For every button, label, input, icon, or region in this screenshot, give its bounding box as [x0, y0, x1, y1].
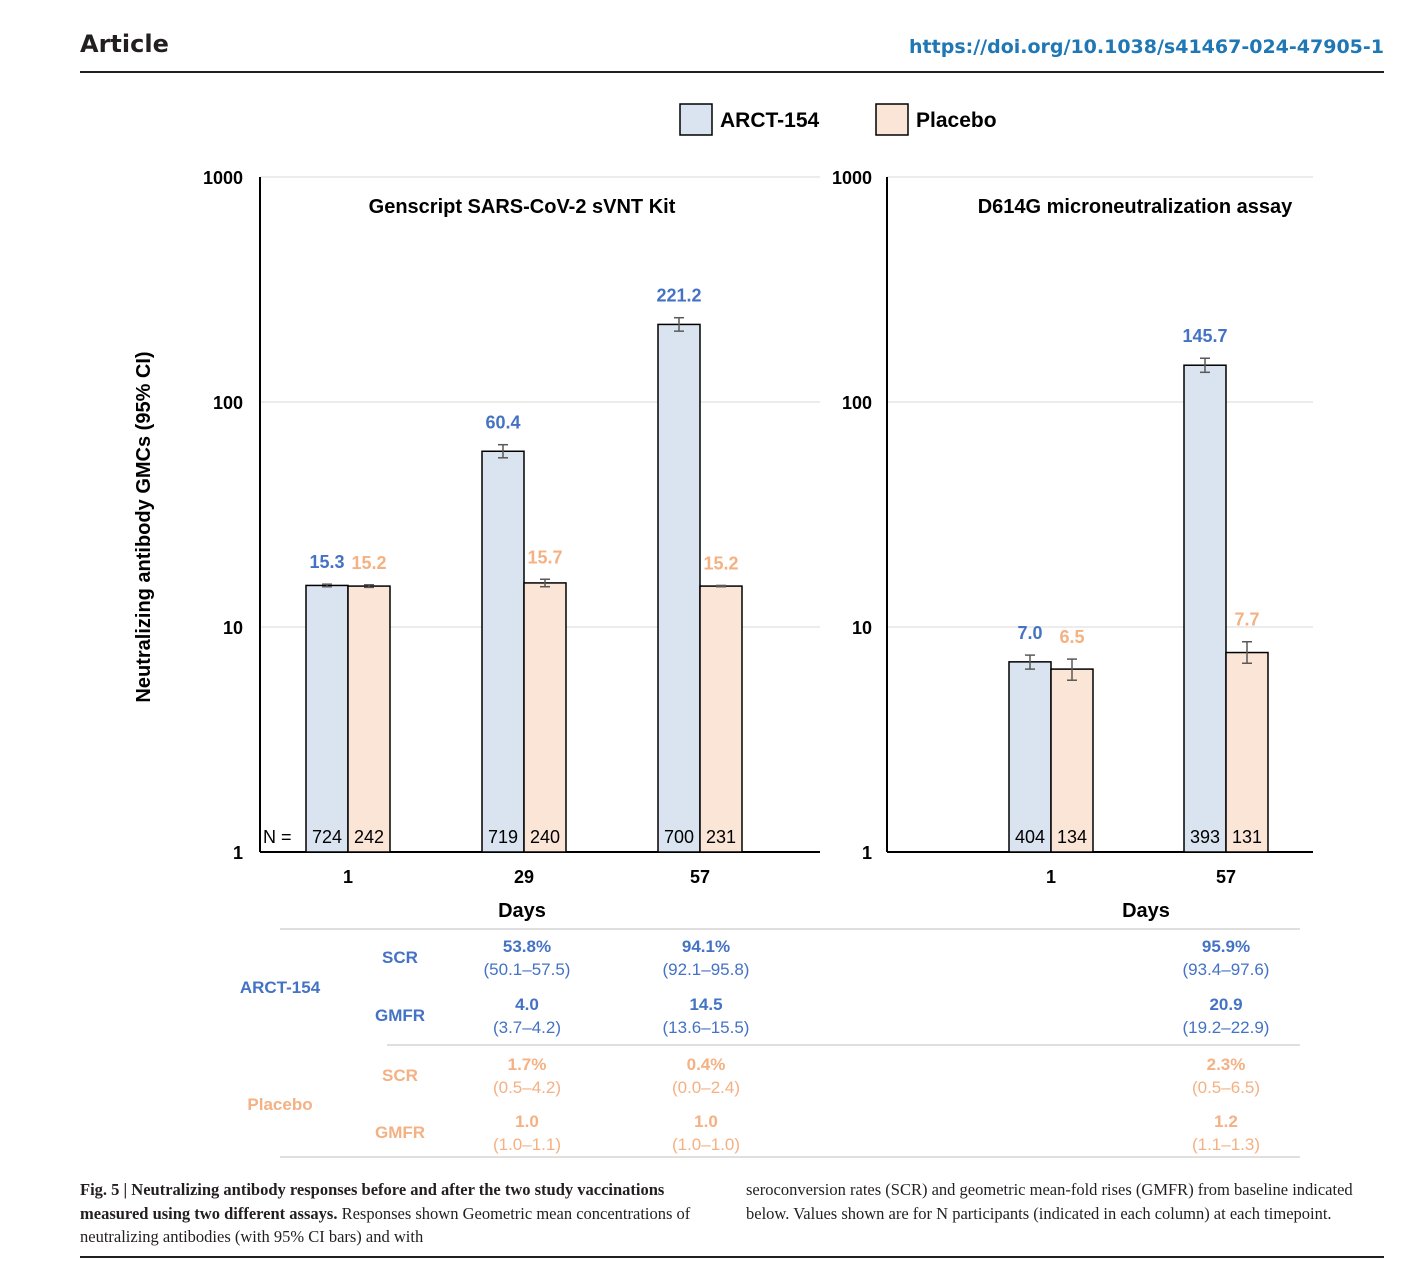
data-label-arct: 60.4 [485, 413, 520, 433]
bar-arct [305, 584, 349, 853]
table-value: 95.9% [1202, 937, 1250, 956]
n-label-arct: 724 [312, 827, 342, 847]
table-ci: (13.6–15.5) [663, 1018, 750, 1037]
n-label-arct: 393 [1190, 827, 1220, 847]
y-tick-label: 1 [233, 843, 243, 863]
table-value: 53.8% [503, 937, 551, 956]
n-label-placebo: 134 [1057, 827, 1087, 847]
table-value: 1.0 [515, 1112, 539, 1131]
x-tick-label: 1 [1046, 867, 1056, 887]
x-tick-label: 1 [343, 867, 353, 887]
bar-arct [657, 323, 701, 853]
legend-label-arct: ARCT-154 [720, 109, 820, 132]
table-value: 1.2 [1214, 1112, 1238, 1131]
y-axis-title: Neutralizing antibody GMCs (95% CI) [133, 351, 155, 702]
table-value: 14.5 [689, 995, 722, 1014]
x-tick-label: 57 [690, 867, 710, 887]
bar-placebo [347, 585, 391, 853]
table-value: 0.4% [687, 1055, 726, 1074]
data-label-arct: 145.7 [1182, 326, 1227, 346]
footer-rule [80, 1256, 1384, 1258]
table-group-placebo: Placebo [247, 1095, 312, 1114]
legend-swatch-arct [679, 103, 713, 136]
table-metric-scr: SCR [382, 1066, 418, 1085]
data-label-placebo: 7.7 [1234, 610, 1259, 630]
n-label-placebo: 131 [1232, 827, 1262, 847]
table-ci: (92.1–95.8) [663, 960, 750, 979]
x-tick-label: 29 [514, 867, 534, 887]
table-ci: (0.5–4.2) [493, 1078, 561, 1097]
y-tick-label: 1000 [832, 168, 872, 188]
n-prefix: N = [263, 827, 292, 847]
bar-placebo [1050, 668, 1094, 853]
table-ci: (3.7–4.2) [493, 1018, 561, 1037]
y-tick-label: 1 [862, 843, 872, 863]
table-ci: (93.4–97.6) [1183, 960, 1270, 979]
table-metric-gmfr: GMFR [375, 1006, 425, 1025]
table-ci: (0.0–2.4) [672, 1078, 740, 1097]
data-label-placebo: 15.2 [351, 553, 386, 573]
data-label-arct: 7.0 [1017, 623, 1042, 643]
table-value: 1.7% [508, 1055, 547, 1074]
caption-text-left: Responses shown Geometric mean concentra… [80, 1203, 691, 1247]
table-value: 4.0 [515, 995, 539, 1014]
data-label-arct: 221.2 [656, 286, 701, 306]
bar-placebo [523, 582, 567, 853]
n-label-placebo: 240 [530, 827, 560, 847]
n-label-placebo: 231 [706, 827, 736, 847]
table-ci: (1.1–1.3) [1192, 1135, 1260, 1154]
n-label-arct: 719 [488, 827, 518, 847]
y-tick-label: 10 [223, 618, 243, 638]
table-value: 2.3% [1207, 1055, 1246, 1074]
x-tick-label: 57 [1216, 867, 1236, 887]
caption-left: Fig. 5 | Neutralizing antibody responses… [80, 1178, 720, 1249]
table-ci: (50.1–57.5) [484, 960, 571, 979]
table-ci: (19.2–22.9) [1183, 1018, 1270, 1037]
bar-placebo [1225, 651, 1269, 853]
y-tick-label: 100 [842, 393, 872, 413]
table-ci: (1.0–1.0) [672, 1135, 740, 1154]
table-metric-scr: SCR [382, 948, 418, 967]
chart-title: Genscript SARS-CoV-2 sVNT Kit [369, 196, 676, 218]
caption-right: seroconversion rates (SCR) and geometric… [746, 1180, 1353, 1223]
data-label-placebo: 6.5 [1059, 627, 1084, 647]
table-metric-gmfr: GMFR [375, 1123, 425, 1142]
bar-placebo [699, 585, 743, 853]
x-axis-title: Days [498, 900, 546, 922]
bar-arct [481, 450, 525, 853]
data-label-placebo: 15.2 [703, 553, 738, 573]
caption-label: Fig. 5 | Neutralizing antibody responses… [80, 1180, 665, 1223]
data-label-placebo: 15.7 [527, 547, 562, 567]
chart-title: D614G microneutralization assay [978, 196, 1293, 218]
x-axis-title: Days [1122, 900, 1170, 922]
table-value: 1.0 [694, 1112, 718, 1131]
table-value: 94.1% [682, 937, 730, 956]
n-label-placebo: 242 [354, 827, 384, 847]
table-group-arct: ARCT-154 [240, 978, 321, 997]
doi-link[interactable]: https://doi.org/10.1038/s41467-024-47905… [909, 36, 1384, 58]
bar-arct [1183, 364, 1227, 853]
table-value: 20.9 [1209, 995, 1242, 1014]
table-ci: (1.0–1.1) [493, 1135, 561, 1154]
legend-label-placebo: Placebo [916, 109, 997, 132]
y-tick-label: 100 [213, 393, 243, 413]
data-label-arct: 15.3 [309, 552, 344, 572]
table-ci: (0.5–6.5) [1192, 1078, 1260, 1097]
bar-arct [1008, 661, 1052, 853]
legend-swatch-placebo [875, 103, 909, 136]
n-label-arct: 700 [664, 827, 694, 847]
section-label: Article [80, 30, 169, 58]
y-tick-label: 10 [852, 618, 872, 638]
y-tick-label: 1000 [203, 168, 243, 188]
header-rule [80, 71, 1384, 73]
n-label-arct: 404 [1015, 827, 1045, 847]
